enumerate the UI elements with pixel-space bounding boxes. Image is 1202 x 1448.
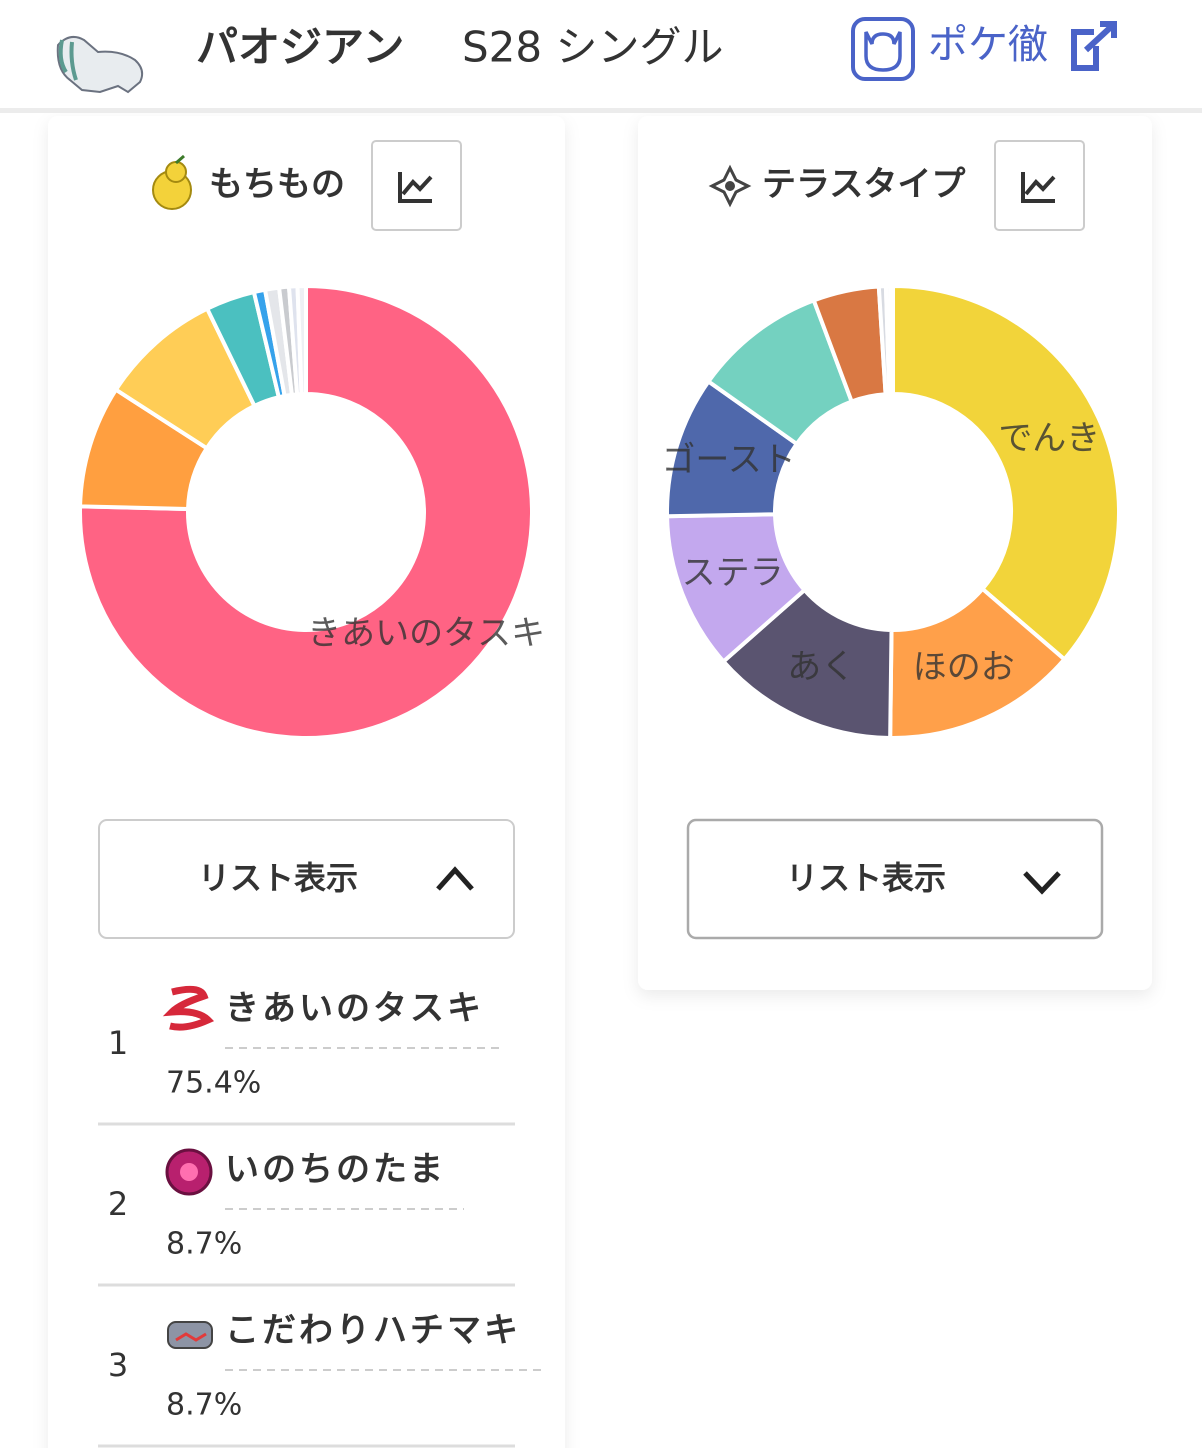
slice-label: でんき <box>998 419 1100 459</box>
slice-label: あく <box>787 647 855 687</box>
trend-button[interactable] <box>371 140 462 231</box>
pokemon-icon <box>56 35 144 94</box>
link-logo-face <box>864 31 902 72</box>
chevron-down <box>1023 871 1061 895</box>
list-row: 2 いのちのたま 8.7% <box>98 1148 515 1287</box>
card-title: もちもの <box>209 165 345 205</box>
chevron-up <box>436 866 474 891</box>
rank: 3 <box>108 1346 128 1384</box>
list-toggle[interactable]: リスト表示 <box>98 819 515 939</box>
item-name: こだわりハチマキ <box>225 1311 521 1351</box>
card-title: テラスタイプ <box>762 165 965 205</box>
pokedex-link[interactable]: ポケ徹 <box>851 17 1117 81</box>
donut-slice <box>78 283 534 740</box>
list-toggle[interactable]: リスト表示 <box>686 818 1104 940</box>
item-icon <box>162 985 215 1031</box>
item-list: 1 きあいのタスキ 75.4% 2 いのちのたま 8.7% 3 こだわりハチマキ 8.7% <box>98 985 545 1448</box>
link-text[interactable]: ポケ徹 <box>928 22 1048 68</box>
external-icon <box>1071 29 1099 71</box>
donut-slice <box>295 283 308 397</box>
item-icon <box>175 1332 207 1342</box>
rank: 1 <box>108 1024 128 1062</box>
pokemon-name: パオジアン <box>196 23 404 72</box>
slice-label: きあいのタスキ <box>307 614 545 654</box>
slice-label: ステラ <box>682 553 784 593</box>
donut-slice <box>891 283 1121 663</box>
item-name: いのちのたま <box>225 1150 446 1190</box>
share: 8.7% <box>166 1227 242 1262</box>
header-shadow <box>0 108 1202 113</box>
trend-button[interactable] <box>994 140 1085 231</box>
toggle-label[interactable]: リスト表示 <box>786 859 946 897</box>
external-arrow <box>1083 21 1117 53</box>
header-bar <box>0 0 1202 108</box>
tera-icon <box>708 164 752 208</box>
list-row: 1 きあいのタスキ 75.4% <box>98 985 515 1126</box>
rank: 2 <box>108 1185 128 1223</box>
item-icon <box>180 1163 198 1181</box>
donut-slice <box>888 283 895 397</box>
list-row: 3 こだわりハチマキ 8.7% <box>98 1311 545 1448</box>
item-icon <box>152 154 192 210</box>
slice-label: ほのお <box>913 647 1015 687</box>
share: 8.7% <box>166 1388 242 1423</box>
share: 75.4% <box>166 1066 261 1101</box>
slice-label: ゴースト <box>661 440 795 480</box>
toggle-label[interactable]: リスト表示 <box>198 859 358 897</box>
season-label: S28 シングル <box>462 23 723 72</box>
item-name: きあいのタスキ <box>225 989 484 1029</box>
link-logo <box>851 17 915 81</box>
